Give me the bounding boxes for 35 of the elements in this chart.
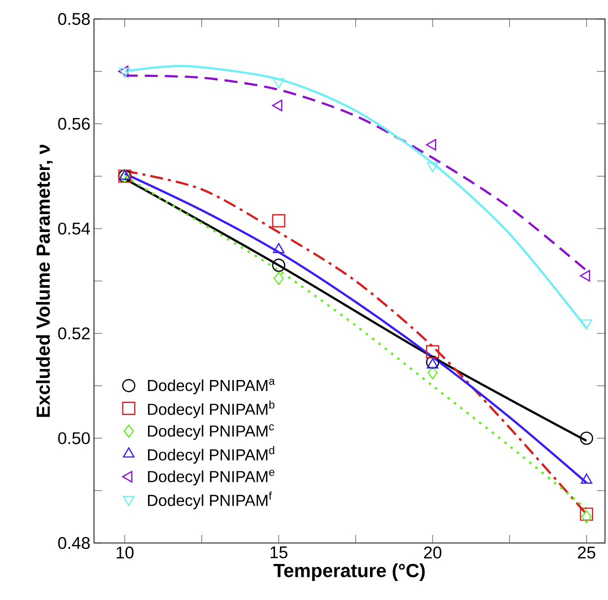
y-axis-title: Excluded Volume Parameter, ν [36, 144, 53, 417]
x-tick-label: 10 [116, 546, 134, 559]
y-tick-label: 0.52 [58, 327, 90, 340]
y-tick-label: 0.48 [58, 537, 90, 550]
point [272, 214, 286, 228]
point [580, 270, 590, 282]
point [580, 474, 592, 484]
x-tick-label: 25 [578, 546, 596, 559]
legend-label: Dodecyl PNIPAM$^{e}$ [148, 470, 274, 486]
point [426, 162, 438, 172]
legend-label: Dodecyl PNIPAM$^{b}$ [148, 400, 274, 418]
legend-label: Dodecyl PNIPAM$^{c}$ [148, 424, 274, 440]
point [274, 272, 284, 285]
legend-label: Dodecyl PNIPAM$^{a}$ [148, 378, 275, 394]
x-axis-title: Temperature (°C) [274, 563, 425, 581]
legend-label: Dodecyl PNIPAM$^{d}$ [148, 446, 274, 464]
y-tick-label: 0.54 [58, 222, 90, 235]
point [118, 66, 128, 78]
point [428, 366, 438, 380]
point [272, 100, 282, 112]
point [581, 510, 592, 524]
x-tick-label: 20 [424, 546, 442, 559]
point [426, 138, 436, 151]
legend-label: Dodecyl PNIPAM$^{f}$ [148, 492, 272, 510]
point [426, 345, 440, 358]
point [426, 356, 440, 369]
point [580, 432, 594, 445]
point [272, 78, 284, 88]
point [580, 508, 594, 521]
x-tick-label: 15 [270, 546, 288, 558]
y-tick-label: 0.56 [58, 118, 90, 130]
y-tick-label: 0.58 [58, 12, 90, 25]
y-tick-label: 0.50 [58, 432, 90, 444]
point [118, 68, 131, 78]
point [272, 258, 286, 272]
